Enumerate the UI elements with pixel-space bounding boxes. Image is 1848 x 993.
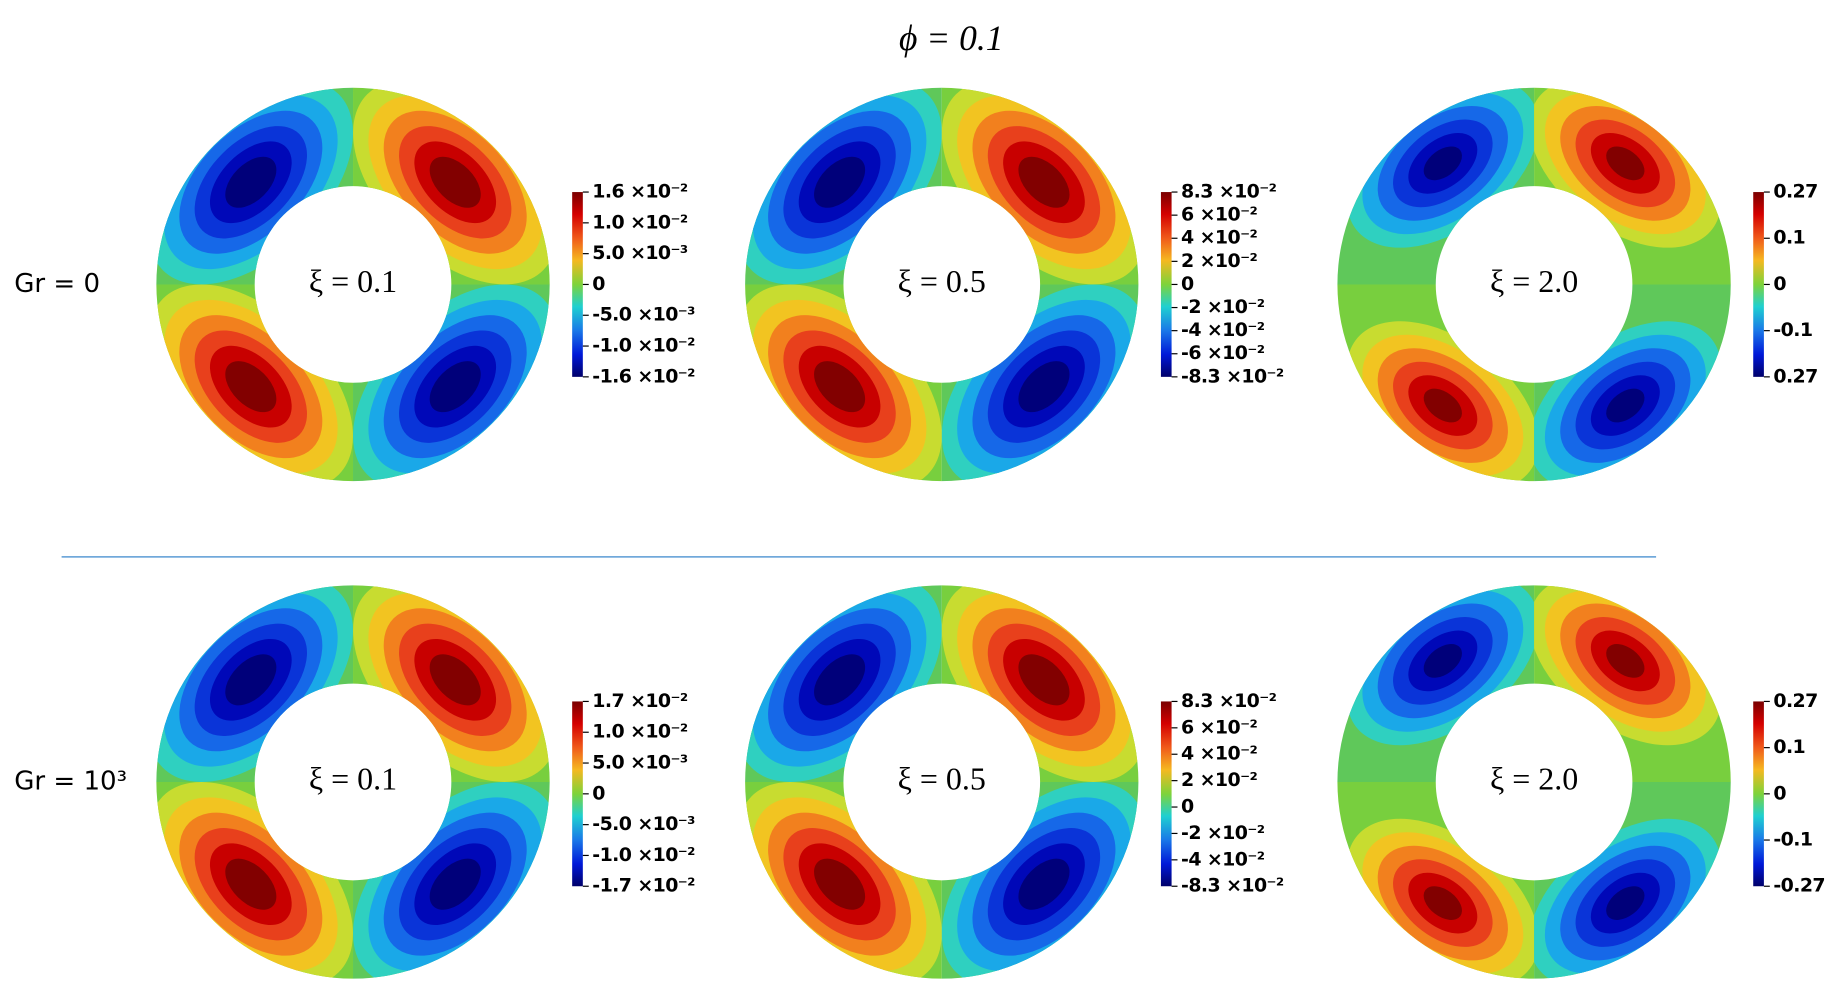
contour-level xyxy=(429,156,481,208)
colorbar xyxy=(1160,701,1172,887)
contour-level xyxy=(814,858,866,910)
colorbar-label: -5.0 ×10⁻³ xyxy=(592,304,695,326)
colorbar-label: -2 ×10⁻² xyxy=(1181,296,1265,318)
colorbar-label: 4 ×10⁻² xyxy=(1181,743,1257,765)
panel-label: ξ = 0.5 xyxy=(898,761,986,796)
contour-level xyxy=(1018,361,1070,413)
contour-level xyxy=(1018,654,1070,706)
contour-level xyxy=(225,654,277,706)
panel-label: ξ = 2.0 xyxy=(1490,761,1578,796)
colorbar-label: 5.0 ×10⁻³ xyxy=(592,752,688,774)
colorbar-label: -1.6 ×10⁻² xyxy=(592,365,695,387)
colorbar xyxy=(1753,192,1764,377)
colorbar-label: -4 ×10⁻² xyxy=(1181,848,1265,870)
colorbar-label: 6 ×10⁻² xyxy=(1181,716,1257,738)
colorbar-label: 0 xyxy=(592,273,605,295)
contour-level xyxy=(1423,388,1462,423)
figure-title: ϕ = 0.1 xyxy=(899,18,1004,58)
contour-level xyxy=(814,654,866,706)
colorbar-label: -0.27 xyxy=(1773,875,1825,897)
colorbar-label: -1.7 ×10⁻² xyxy=(592,875,695,897)
contour-level xyxy=(1606,644,1645,678)
contour-level xyxy=(429,858,481,910)
contour-level xyxy=(1018,156,1070,208)
colorbar-label: 4 ×10⁻² xyxy=(1181,227,1257,249)
colorbar-label: -8.3 ×10⁻² xyxy=(1181,365,1284,387)
contour-level xyxy=(1606,388,1645,423)
colorbar-label: 5.0 ×10⁻³ xyxy=(592,242,688,264)
colorbar-label: -0.1 xyxy=(1773,829,1812,851)
colorbar-label: 0 xyxy=(1773,273,1786,295)
colorbar xyxy=(1753,701,1764,887)
contour-level xyxy=(814,361,866,413)
colorbar-label: 0.27 xyxy=(1773,181,1817,203)
colorbar-label: 0 xyxy=(1773,782,1786,804)
contour-level xyxy=(225,156,277,208)
colorbar-label: 0 xyxy=(1181,796,1194,818)
colorbar-label: 0.1 xyxy=(1773,736,1805,758)
panel-label: ξ = 2.0 xyxy=(1490,264,1578,299)
colorbar-label: 1.0 ×10⁻² xyxy=(592,721,688,743)
contour-level xyxy=(1423,886,1462,920)
colorbar-label: 1.0 ×10⁻² xyxy=(592,211,688,233)
colorbar-label: -0.1 xyxy=(1773,319,1812,341)
colorbar-label: -1.0 ×10⁻² xyxy=(592,335,695,357)
contour-level xyxy=(429,654,481,706)
contour-level xyxy=(814,156,866,208)
contour-level xyxy=(1018,858,1070,910)
colorbar-label: -1.0 ×10⁻² xyxy=(592,844,695,866)
colorbar-label: -4 ×10⁻² xyxy=(1181,319,1265,341)
colorbar-label: 2 ×10⁻² xyxy=(1181,769,1257,791)
colorbar-label: 0 xyxy=(1181,273,1194,295)
panel-label: ξ = 0.1 xyxy=(309,264,397,299)
colorbar-label: 0.1 xyxy=(1773,227,1805,249)
colorbar-label: 0 xyxy=(592,782,605,804)
colorbar xyxy=(1160,192,1172,377)
colorbar-label: -6 ×10⁻² xyxy=(1181,342,1265,364)
colorbar-label: -2 ×10⁻² xyxy=(1181,822,1265,844)
colorbar-label: 1.7 ×10⁻² xyxy=(592,690,688,712)
colorbar-label: 2 ×10⁻² xyxy=(1181,250,1257,272)
colorbar xyxy=(572,701,583,887)
panel-label: ξ = 0.5 xyxy=(898,264,986,299)
colorbar-label: 0.27 xyxy=(1773,690,1817,712)
contour-level xyxy=(1606,886,1645,920)
contour-level xyxy=(1423,644,1462,678)
colorbar-label: 8.3 ×10⁻² xyxy=(1181,181,1277,203)
colorbar xyxy=(572,192,583,377)
panel-label: ξ = 0.1 xyxy=(309,761,397,796)
colorbar-label: 1.6 ×10⁻² xyxy=(592,181,688,203)
contour-level xyxy=(429,361,481,413)
colorbar-label: -5.0 ×10⁻³ xyxy=(592,813,695,835)
row-label: Gr = 0 xyxy=(14,269,100,299)
row-label: Gr = 10³ xyxy=(14,766,127,796)
contour-level xyxy=(225,361,277,413)
colorbar-label: 8.3 ×10⁻² xyxy=(1181,690,1277,712)
contour-level xyxy=(1606,146,1645,181)
colorbar-label: 0.27 xyxy=(1773,365,1817,387)
contour-level xyxy=(1423,146,1462,181)
colorbar-label: -8.3 ×10⁻² xyxy=(1181,875,1284,897)
colorbar-label: 6 ×10⁻² xyxy=(1181,204,1257,226)
contour-level xyxy=(225,858,277,910)
